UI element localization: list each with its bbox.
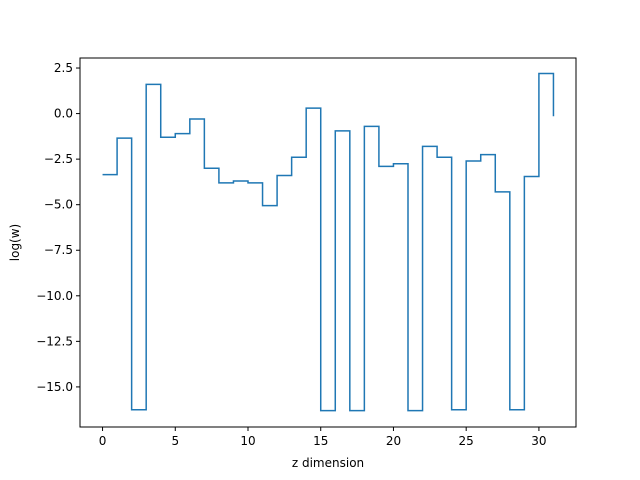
y-tick-label: −10.0 — [36, 289, 73, 303]
y-axis-label: log(w) — [8, 224, 22, 261]
x-tick-label: 20 — [386, 434, 401, 448]
plot-area — [102, 72, 555, 412]
x-tick-label: 30 — [531, 434, 546, 448]
y-tick-label: −15.0 — [36, 380, 73, 394]
y-tick-label: 0.0 — [54, 107, 73, 121]
x-axis-ticks: 0 5 10 15 20 25 30 — [99, 427, 547, 448]
axes-frame — [79, 57, 577, 428]
x-tick-label: 15 — [313, 434, 328, 448]
y-axis-ticks: 2.5 0.0 −2.5 −5.0 −7.5 −10.0 −12.5 −15.0 — [36, 61, 80, 394]
y-tick-label: −12.5 — [36, 334, 73, 348]
series-line — [102, 72, 555, 412]
y-tick-label: −5.0 — [44, 198, 73, 212]
y-tick-label: 2.5 — [54, 61, 73, 75]
x-tick-label: 25 — [459, 434, 474, 448]
y-tick-label: −7.5 — [44, 243, 73, 257]
x-axis-label: z dimension — [292, 456, 364, 470]
y-tick-label: −2.5 — [44, 152, 73, 166]
x-tick-label: 5 — [171, 434, 179, 448]
x-tick-label: 0 — [99, 434, 107, 448]
x-tick-label: 10 — [240, 434, 255, 448]
